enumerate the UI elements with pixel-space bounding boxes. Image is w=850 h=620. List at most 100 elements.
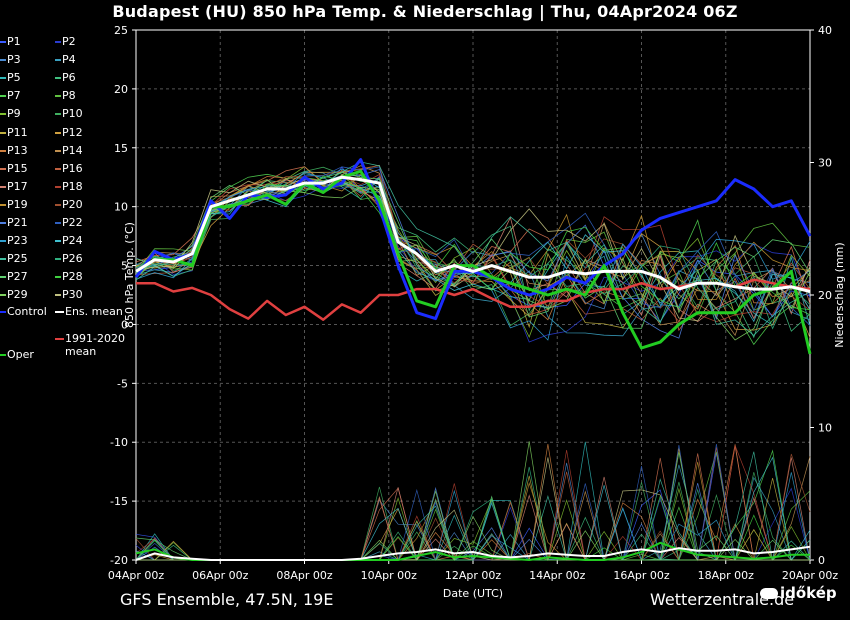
legend-item-p3-swatch: [0, 59, 6, 62]
y-tick-label-left: 20: [114, 83, 128, 96]
legend-item-p8-label: P8: [62, 89, 76, 103]
legend-item-p20-label: P20: [62, 197, 83, 211]
legend-item-p29-label: P29: [7, 288, 28, 302]
legend-item-p7-label: P7: [7, 89, 21, 103]
x-axis-label: Date (UTC): [443, 587, 503, 600]
legend-item-control-swatch: [0, 311, 6, 313]
legend-item-p11-swatch: [0, 131, 6, 134]
legend-item-p19-swatch: [0, 203, 6, 206]
member-line-p27: [135, 171, 811, 329]
legend-item-p7-swatch: [0, 95, 6, 98]
x-tick-label: 14Apr 00z: [529, 569, 586, 582]
legend-item-control-label: Control: [7, 305, 47, 318]
legend-item-p23-swatch: [0, 240, 6, 243]
legend-item-p21-label: P21: [7, 216, 28, 229]
legend-item-p17-swatch: [0, 185, 6, 188]
x-tick-label: 12Apr 00z: [445, 569, 502, 582]
x-tick-label: 10Apr 00z: [361, 569, 418, 582]
legend-item-p27-swatch: [0, 276, 6, 279]
legend-item-p5-swatch: [0, 77, 6, 80]
y-tick-label-left: 0: [121, 318, 128, 331]
y-tick-label-right: 20: [818, 289, 832, 302]
legend-item-p1-swatch: [0, 41, 6, 43]
legend-item-p16-label: P16: [62, 161, 83, 175]
legend-item-p27-label: P27: [7, 270, 28, 284]
legend-item-p19-label: P19: [7, 197, 28, 211]
legend-item-p25-swatch: [0, 258, 6, 261]
member-line-p6: [135, 180, 811, 339]
legend-item-p1-label: P1: [7, 35, 21, 48]
y-tick-label-left: 25: [114, 24, 128, 37]
legend-item-p18-swatch: [55, 185, 61, 188]
legend-item-p22-label: P22: [62, 216, 83, 229]
legend-item-p6-label: P6: [62, 71, 76, 85]
series-line-ens-mean: [135, 175, 811, 293]
legend-item-ens-mean-label: Ens. mean: [65, 305, 123, 318]
y-axis-label-left: 850 hPa Temp. (°C): [123, 222, 136, 328]
member-line-p14: [135, 165, 811, 337]
x-tick-label: 16Apr 00z: [613, 569, 670, 582]
legend-item-p24-swatch: [55, 240, 61, 243]
legend-item-oper-label: Oper: [7, 348, 34, 361]
y-tick-label-left: 15: [114, 142, 128, 155]
legend-item-p15-swatch: [0, 167, 6, 170]
y-tick-label-right: 30: [818, 157, 832, 170]
legend-item-p3-label: P3: [7, 53, 21, 67]
legend-item-p16-swatch: [55, 167, 61, 170]
cloud-icon: [760, 588, 778, 599]
legend-item-p12-swatch: [55, 131, 61, 134]
legend-item-p28-swatch: [55, 276, 61, 279]
member-line-p17: [135, 179, 811, 323]
legend-item-p30-swatch: [55, 294, 61, 297]
legend-item-p2-label: P2: [62, 35, 76, 48]
y-tick-label-right: 0: [818, 554, 825, 567]
legend-item-climate-swatch: [55, 338, 64, 340]
legend-item-oper-swatch: [0, 354, 6, 356]
member-line-p20: [135, 165, 811, 311]
source-label: Wetterzentrale.de: [650, 590, 795, 609]
precip-mean-line: [135, 545, 811, 561]
legend-item-p4-swatch: [55, 59, 61, 62]
legend-item-p5-label: P5: [7, 71, 21, 85]
y-tick-label-right: 40: [818, 24, 832, 37]
x-tick-label: 06Apr 00z: [192, 569, 249, 582]
legend-item-p26-swatch: [55, 258, 61, 261]
legend-item-climate-label-line2: mean: [65, 345, 97, 358]
legend-item-p10-label: P10: [62, 107, 83, 121]
legend-item-p2-swatch: [55, 41, 61, 43]
y-tick-label-left: -10: [110, 436, 128, 449]
legend-item-p29-swatch: [0, 294, 6, 297]
y-tick-label-left: 10: [114, 201, 128, 214]
legend-item-p13-swatch: [0, 149, 6, 152]
legend-item-climate-label: 1991-2020: [65, 332, 125, 345]
legend-item-p22-swatch: [55, 222, 61, 224]
legend-item-p8-swatch: [55, 95, 61, 98]
legend-item-p12-label: P12: [62, 125, 83, 139]
logo-text: időkép: [780, 584, 837, 602]
member-line-p7: [135, 173, 811, 346]
legend-item-ens-mean-swatch: [55, 311, 64, 313]
model-info: GFS Ensemble, 47.5N, 19E: [120, 590, 334, 609]
legend-item-p18-label: P18: [62, 179, 83, 193]
y-tick-label-left: 5: [121, 260, 128, 273]
chart-title: Budapest (HU) 850 hPa Temp. & Niederschl…: [112, 2, 738, 21]
series-line-oper: [135, 169, 812, 355]
legend-item-p20-swatch: [55, 203, 61, 206]
legend-item-p10-swatch: [55, 113, 61, 116]
legend-item-p11-label: P11: [7, 125, 28, 139]
legend-item-p24-label: P24: [62, 234, 83, 248]
legend-item-p9-swatch: [0, 113, 6, 116]
legend-item-p14-swatch: [55, 149, 61, 152]
y-axis-label-right: Niederschlag (mm): [833, 242, 846, 347]
legend-item-p9-label: P9: [7, 107, 21, 121]
x-tick-label: 20Apr 00z: [782, 569, 839, 582]
legend-item-p17-label: P17: [7, 179, 28, 193]
legend-item-p21-swatch: [0, 222, 6, 224]
legend-item-p26-label: P26: [62, 252, 83, 266]
idokep-logo: időkép: [760, 584, 837, 602]
legend: P1 P2 P3 P4 P5 P6 P7 P8 P9 P10 P11 P12 P13 P14 P15 P16 P…: [0, 0, 130, 620]
legend-item-p25-label: P25: [7, 252, 28, 266]
x-tick-label: 04Apr 00z: [108, 569, 165, 582]
legend-item-p14-label: P14: [62, 143, 83, 157]
